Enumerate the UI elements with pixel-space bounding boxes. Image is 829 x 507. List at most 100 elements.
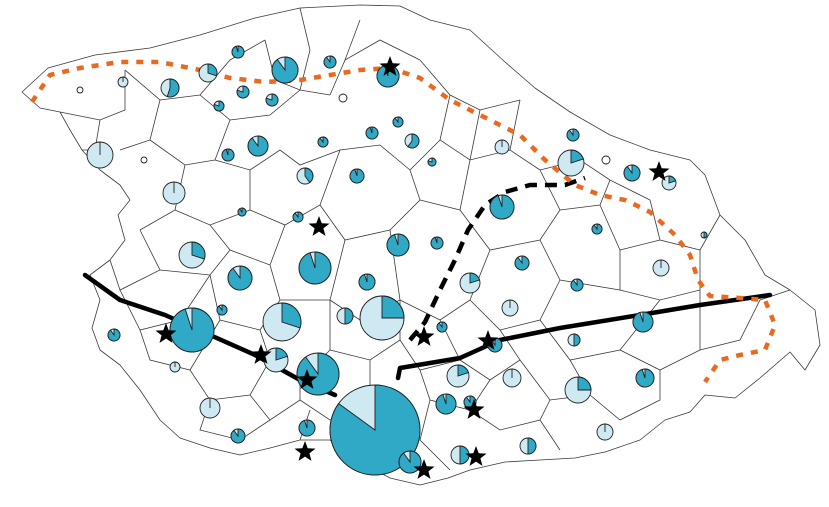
star-icon [308, 216, 330, 236]
star-icon [477, 330, 499, 350]
pie-slice [107, 328, 121, 342]
pie-marker [213, 100, 225, 112]
pie-slice [527, 437, 537, 455]
star-icon [648, 161, 670, 181]
route-east-solid [395, 292, 773, 381]
pie-slice [166, 78, 180, 98]
pie-slice [216, 304, 228, 316]
pie-marker [198, 63, 218, 83]
pie-slice [514, 255, 530, 271]
pie-slice [365, 126, 379, 140]
cell-border [344, 19, 361, 61]
pie-slice [213, 100, 225, 112]
pie-marker [86, 141, 114, 169]
cell-border [229, 89, 331, 121]
pie-slice [703, 231, 708, 239]
pie-marker [298, 251, 332, 285]
pie-marker [404, 133, 420, 149]
pie-marker [435, 393, 457, 415]
cell-border [539, 239, 621, 291]
pie-marker [247, 135, 269, 157]
route-dashed [408, 175, 586, 342]
pie-slice [668, 175, 677, 184]
pie-slice [349, 168, 365, 184]
pie-marker [317, 136, 329, 148]
pie-marker [230, 428, 246, 444]
pie-slice [221, 148, 235, 162]
pie-marker [162, 181, 186, 205]
pie-slice [392, 116, 404, 128]
pie-slice [435, 393, 457, 415]
pie-marker [227, 265, 253, 291]
pie-marker [564, 376, 592, 404]
cell-border [469, 399, 551, 431]
pie-marker [358, 273, 376, 291]
cell-border [539, 419, 561, 451]
pie-slice [207, 63, 218, 77]
region-boundary [21, 4, 821, 486]
cell-border [214, 149, 341, 171]
pie-base [140, 156, 148, 164]
pie-marker [236, 85, 250, 99]
cell-border [199, 39, 266, 96]
pie-marker [199, 397, 221, 419]
cell-border [619, 250, 701, 301]
pie-marker [169, 307, 215, 353]
cell-border [469, 279, 561, 331]
star-icon [294, 441, 316, 461]
pie-marker [489, 194, 515, 220]
pie-marker [450, 445, 470, 465]
star-icon [413, 326, 435, 346]
pie-slice [407, 133, 420, 149]
pie-slice [427, 157, 437, 167]
pie-marker [262, 302, 302, 342]
pie-marker [292, 211, 304, 223]
pie-slice [231, 45, 245, 59]
pie-base [338, 93, 348, 103]
pie-slice [386, 233, 410, 257]
pie-slice [292, 211, 304, 223]
cell-border [509, 99, 521, 151]
cell-border [329, 39, 421, 96]
pie-marker [427, 157, 437, 167]
pie-marker [216, 304, 228, 316]
pie-markers-layer [76, 45, 708, 476]
pie-slice [247, 135, 269, 157]
pie-marker [336, 307, 354, 325]
pie-marker [570, 278, 584, 292]
pie-slice [230, 428, 246, 444]
route-orange-dotted [30, 59, 778, 384]
pie-base [76, 86, 84, 94]
pie-marker [329, 384, 421, 476]
pie-marker [76, 86, 84, 94]
pie-slice [577, 376, 592, 391]
pie-marker [392, 116, 404, 128]
pie-slice [329, 384, 421, 476]
pie-slice [566, 128, 580, 142]
pie-marker [519, 437, 537, 455]
pie-marker [296, 167, 314, 185]
cell-border [109, 229, 161, 291]
pie-marker [140, 156, 148, 164]
pie-slice [227, 265, 253, 291]
cell-border [399, 249, 491, 321]
pie-slice [304, 167, 314, 184]
cell-border [419, 59, 521, 111]
pie-slice [358, 273, 376, 291]
star-icon [413, 459, 435, 479]
pie-slice [457, 364, 470, 377]
star-icon [250, 344, 272, 364]
pie-slice [381, 295, 405, 319]
pie-slice [623, 164, 641, 182]
pie-marker [459, 272, 481, 294]
pie-marker [436, 321, 448, 333]
pie-marker [221, 148, 235, 162]
star-icon [465, 446, 487, 466]
pie-slice [469, 272, 481, 284]
pie-marker [632, 311, 654, 333]
pie-marker [557, 149, 585, 177]
pie-slice [573, 333, 581, 347]
pie-marker [117, 76, 129, 88]
pie-marker [365, 126, 379, 140]
